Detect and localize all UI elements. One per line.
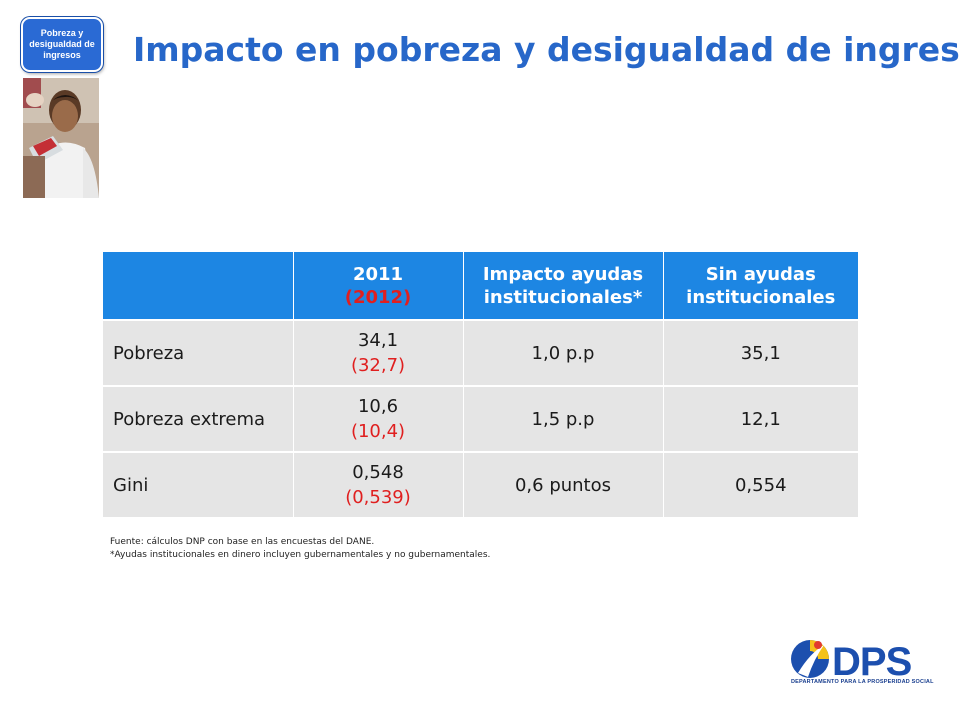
dps-logo-tagline: DEPARTAMENTO PARA LA PROSPERIDAD SOCIAL — [791, 679, 934, 685]
row-impact: 1,0 p.p — [462, 319, 663, 386]
value-2011: 34,1 — [357, 330, 399, 351]
value-2011: 10,6 — [357, 396, 399, 417]
dps-logo: DPS — [791, 640, 913, 684]
row-label: Pobreza extrema — [103, 385, 293, 452]
dps-logo-text: DPS — [832, 640, 912, 684]
section-badge-label: Pobreza y desigualdad de ingresos — [29, 28, 95, 60]
value-2011: 0,548 — [352, 462, 404, 483]
table-row: Pobreza 34,1 (32,7) 1,0 p.p 35,1 — [103, 319, 858, 386]
header-year-main: 2011 — [352, 263, 404, 285]
woman-photo-image — [23, 78, 99, 198]
value-2012: (32,7) — [350, 355, 406, 376]
row-value-2011: 0,548 (0,539) — [292, 451, 463, 517]
woman-photo — [23, 78, 99, 198]
row-without: 0,554 — [662, 451, 858, 517]
header-without-label: Sin ayudas institucionales — [686, 263, 836, 308]
value-2012: (0,539) — [345, 487, 411, 508]
table-row: Pobreza extrema 10,6 (10,4) 1,5 p.p 12,1 — [103, 385, 858, 452]
row-value-2011: 10,6 (10,4) — [292, 385, 463, 452]
row-label: Gini — [103, 451, 293, 517]
table-header-row: 2011 (2012) Impacto ayudas institucional… — [103, 252, 858, 320]
header-year-sub: (2012) — [344, 286, 412, 308]
dps-logo-emblem-icon — [791, 640, 829, 678]
value-2012: (10,4) — [350, 421, 406, 442]
table-row: Gini 0,548 (0,539) 0,6 puntos 0,554 — [103, 451, 858, 517]
header-year: 2011 (2012) — [292, 252, 463, 320]
footnotes: Fuente: cálculos DNP con base en las enc… — [110, 536, 810, 562]
impact-table: 2011 (2012) Impacto ayudas institucional… — [103, 252, 858, 517]
header-empty — [103, 252, 293, 320]
row-label: Pobreza — [103, 319, 293, 386]
page-title: Impacto en pobreza y desigualdad de ingr… — [133, 30, 960, 69]
row-impact: 0,6 puntos — [462, 451, 663, 517]
row-impact: 1,5 p.p — [462, 385, 663, 452]
header-impact: Impacto ayudas institucionales* — [462, 252, 663, 320]
footnote-note: *Ayudas institucionales en dinero incluy… — [110, 550, 491, 560]
row-value-2011: 34,1 (32,7) — [292, 319, 463, 386]
row-without: 12,1 — [662, 385, 858, 452]
header-impact-label: Impacto ayudas institucionales* — [482, 263, 644, 308]
row-without: 35,1 — [662, 319, 858, 386]
section-badge: Pobreza y desigualdad de ingresos — [21, 17, 103, 72]
header-without: Sin ayudas institucionales — [662, 252, 858, 320]
footnote-source: Fuente: cálculos DNP con base en las enc… — [110, 537, 375, 547]
